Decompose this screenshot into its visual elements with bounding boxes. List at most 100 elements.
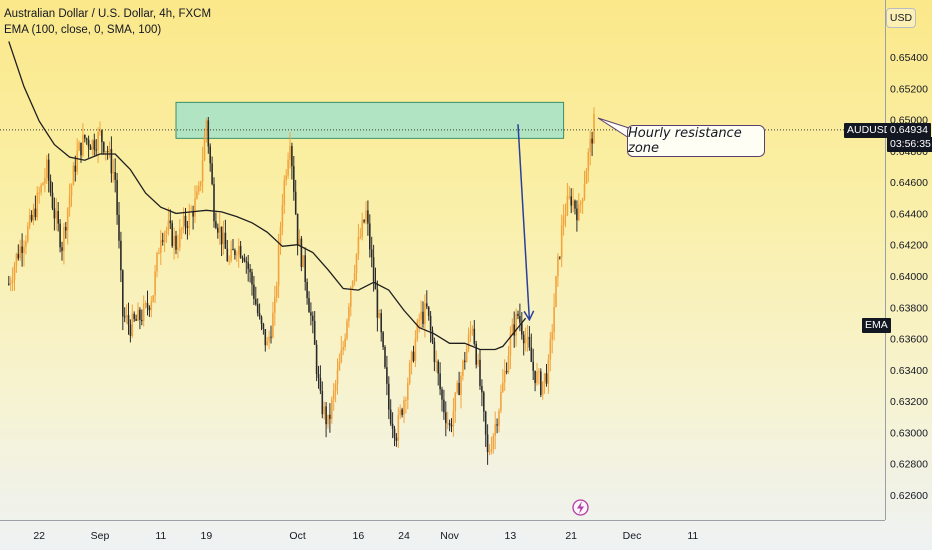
candle-body	[123, 316, 126, 318]
candle-body	[583, 183, 586, 199]
candle-body	[363, 220, 365, 222]
candle-body	[370, 249, 373, 258]
candle-body	[456, 382, 458, 393]
candle-body	[218, 226, 221, 233]
candle-body	[116, 179, 118, 215]
candle-body	[30, 214, 33, 221]
candle-body	[483, 392, 485, 412]
candle-body	[380, 313, 382, 333]
candle-body	[593, 113, 595, 144]
candle-body	[475, 343, 477, 365]
x-tick-label: 22	[33, 530, 45, 542]
candle-body	[359, 236, 362, 238]
candle-body	[505, 370, 508, 373]
candle-body	[587, 152, 590, 171]
candle-body	[258, 313, 261, 317]
candle-body	[175, 235, 177, 250]
candle-body	[103, 142, 105, 153]
candle-body	[57, 210, 59, 224]
candle-body	[194, 198, 196, 217]
candle-body	[325, 406, 327, 425]
candle-body	[91, 140, 94, 150]
candle-body	[433, 341, 436, 363]
candle-body	[564, 214, 567, 217]
candle-body	[528, 336, 531, 348]
lightning-bolt	[577, 501, 584, 514]
candle-body	[85, 138, 88, 140]
candle-body	[348, 306, 350, 321]
candle-body	[502, 382, 504, 392]
candle-body	[222, 232, 225, 245]
candle-body	[372, 257, 375, 282]
candle-body	[344, 338, 346, 348]
candle-body	[471, 328, 474, 331]
candle-body	[393, 428, 396, 438]
candle-body	[237, 245, 240, 255]
candle-body	[245, 261, 248, 263]
candle-body	[437, 361, 439, 374]
resistance-zone-callout[interactable]: Hourly resistance zone	[627, 125, 765, 157]
candle-body	[293, 166, 295, 192]
y-tick-label: 0.65400	[890, 52, 928, 64]
candle-body	[207, 120, 210, 147]
candle-body	[19, 246, 21, 259]
countdown-tag: 03:56:35	[887, 137, 932, 152]
forecast-arrow	[517, 124, 535, 322]
candle-body	[230, 248, 232, 261]
candle-body	[405, 399, 407, 401]
candle-body	[317, 374, 320, 378]
y-tick-label: 0.63400	[890, 365, 928, 377]
candle-body	[458, 382, 460, 395]
candle-body	[507, 355, 510, 373]
candle-body	[28, 214, 31, 227]
candle-body	[420, 311, 422, 320]
candle-body	[327, 414, 329, 425]
candle-body	[203, 135, 206, 161]
candle-body	[329, 414, 331, 419]
candle-body	[312, 315, 314, 321]
candle-body	[9, 282, 12, 285]
candle-body	[412, 351, 415, 361]
candle-body	[275, 285, 278, 298]
candle-body	[323, 406, 325, 415]
candle-body	[139, 309, 141, 320]
currency-selector[interactable]: USD	[886, 8, 916, 28]
candle-body	[302, 255, 305, 267]
candle-body	[32, 208, 35, 221]
candle-body	[355, 254, 358, 274]
candle-body	[376, 289, 379, 318]
candle-body	[144, 303, 147, 305]
candle-body	[591, 138, 593, 144]
ema-indicator-legend[interactable]: EMA (100, close, 0, SMA, 100)	[4, 24, 162, 36]
candle-body	[131, 313, 134, 336]
candle-body	[163, 234, 166, 242]
candle-body	[80, 142, 82, 156]
candle-body	[446, 423, 449, 425]
candle-body	[298, 238, 301, 245]
candle-body	[407, 383, 409, 400]
candle-body	[8, 283, 10, 285]
candle-body	[101, 130, 103, 143]
candle-body	[11, 279, 14, 283]
candle-body	[388, 383, 390, 410]
candle-body	[234, 250, 236, 255]
candle-body	[492, 435, 495, 449]
candle-body	[201, 160, 204, 182]
candle-body	[568, 196, 571, 198]
candle-body	[540, 371, 542, 395]
candle-body	[65, 227, 67, 231]
x-tick-label: 24	[398, 530, 410, 542]
candle-body	[547, 359, 550, 384]
ema-tag: EMA	[862, 318, 891, 333]
candle-body	[179, 228, 181, 248]
candle-body	[369, 223, 371, 250]
candle-body	[40, 185, 42, 193]
candle-body	[27, 226, 29, 241]
candle-body	[441, 389, 443, 400]
candle-body	[365, 210, 367, 222]
resistance-zone-box	[175, 101, 565, 139]
candle-body	[332, 390, 335, 400]
candle-body	[268, 336, 270, 342]
candle-body	[589, 138, 591, 153]
